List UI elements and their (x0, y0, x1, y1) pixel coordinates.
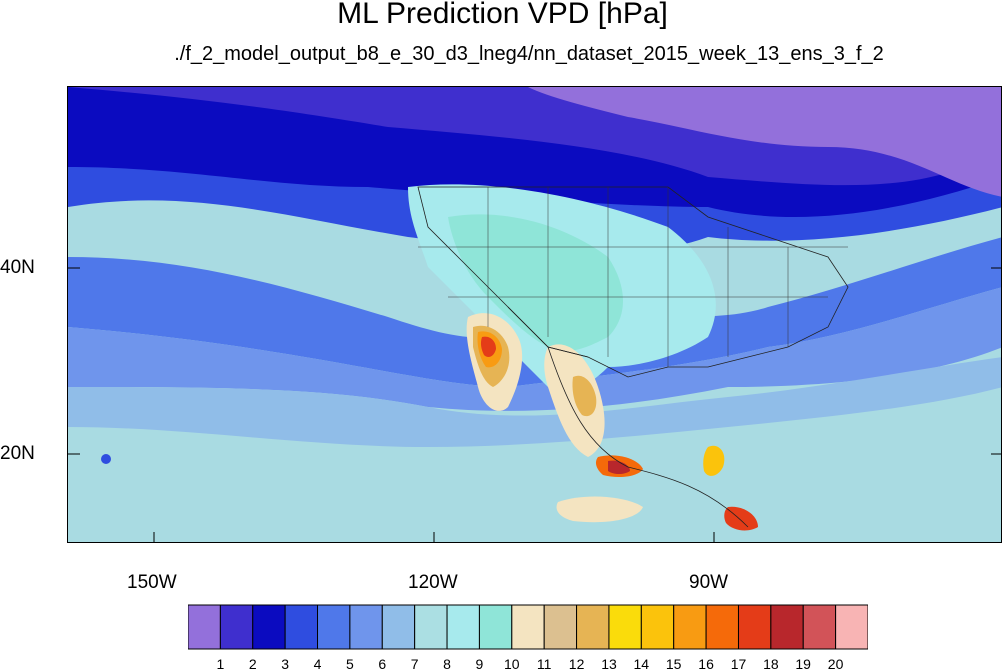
colorbar-swatch (640, 604, 675, 650)
colorbar-swatch (478, 604, 513, 650)
hawaii-islands (101, 454, 111, 464)
lon-label-150w: 150W (127, 572, 177, 593)
band-5 (68, 237, 1001, 387)
colorbar-tick-label: 19 (795, 656, 811, 672)
lon-label-90w: 90W (689, 572, 729, 593)
colorbar-swatch (252, 604, 286, 650)
lat-ticks (68, 267, 1001, 455)
mexico-coastline (547, 346, 749, 528)
colorbar (188, 604, 868, 650)
colorbar-tick-label: 1 (216, 656, 225, 672)
colorbar-swatch (414, 604, 448, 650)
colorbar-tick-label: 20 (827, 656, 844, 672)
colorbar-tick-label: 15 (665, 656, 682, 672)
colorbar-tick-label: 2 (248, 656, 257, 672)
lat-label-40n: 40N (0, 257, 35, 278)
colorbar-tick-label: 16 (698, 656, 714, 672)
colorbar-swatch (317, 604, 351, 650)
colorbar-swatch (705, 604, 739, 650)
colorbar-swatch (737, 604, 772, 650)
colorbar-swatch (511, 604, 545, 650)
colorbar-tick-label: 6 (378, 656, 387, 672)
colorbar-swatch (543, 604, 578, 650)
colorbar-swatch (835, 604, 868, 650)
band-13-mexico (572, 375, 597, 417)
colorbar-swatch (188, 604, 221, 650)
lon-label-120w: 120W (408, 572, 458, 593)
band-11-pacific (556, 496, 643, 523)
colorbar-tick-label: 4 (313, 656, 322, 672)
colorbar-tick-label: 13 (601, 656, 617, 672)
map-panel (67, 86, 1002, 543)
colorbar-tick-label: 17 (730, 656, 747, 672)
colorbar-swatch (802, 604, 837, 650)
colorbar-swatch (284, 604, 319, 650)
colorbar-tick-label: 18 (763, 656, 779, 672)
colorbar-tick-label: 5 (345, 656, 354, 672)
map-title: ML Prediction VPD [hPa] (337, 0, 668, 30)
vpd-contour-map (68, 87, 1001, 542)
band-11-mexico (544, 344, 605, 457)
band-7 (68, 357, 1001, 447)
band-1-north (528, 87, 1001, 197)
band-18-sw (480, 336, 496, 357)
lat-label-20n: 20N (0, 443, 35, 464)
colorbar-swatch (381, 604, 416, 650)
band-10-interior (448, 214, 623, 352)
colorbar-swatch (219, 604, 254, 650)
band-6 (68, 287, 1001, 411)
us-border (417, 186, 849, 378)
colorbar-tick-label: 12 (568, 656, 585, 672)
band-15-yucatan (703, 445, 725, 476)
colorbar-swatch (576, 604, 610, 650)
colorbar-tick-label: 11 (536, 656, 552, 672)
colorbar-tick-label: 10 (504, 656, 520, 672)
lon-ticks (153, 532, 715, 542)
colorbar-swatch (349, 604, 383, 650)
colorbar-swatch (673, 604, 707, 650)
colorbar-tick-label: 8 (443, 656, 451, 672)
colorbar-swatch (446, 604, 480, 650)
map-subtitle: ./f_2_model_output_b8_e_30_d3_lneg4/nn_d… (174, 43, 884, 65)
colorbar-tick-label: 9 (475, 656, 484, 672)
state-borders (418, 187, 848, 367)
colorbar-tick-label: 7 (410, 656, 419, 672)
colorbar-tick-label: 3 (281, 656, 289, 672)
colorbar-swatch (770, 604, 804, 650)
colorbar-tick-label: 14 (633, 656, 650, 672)
band-19-smexico (608, 460, 630, 474)
colorbar-swatch (608, 604, 642, 650)
